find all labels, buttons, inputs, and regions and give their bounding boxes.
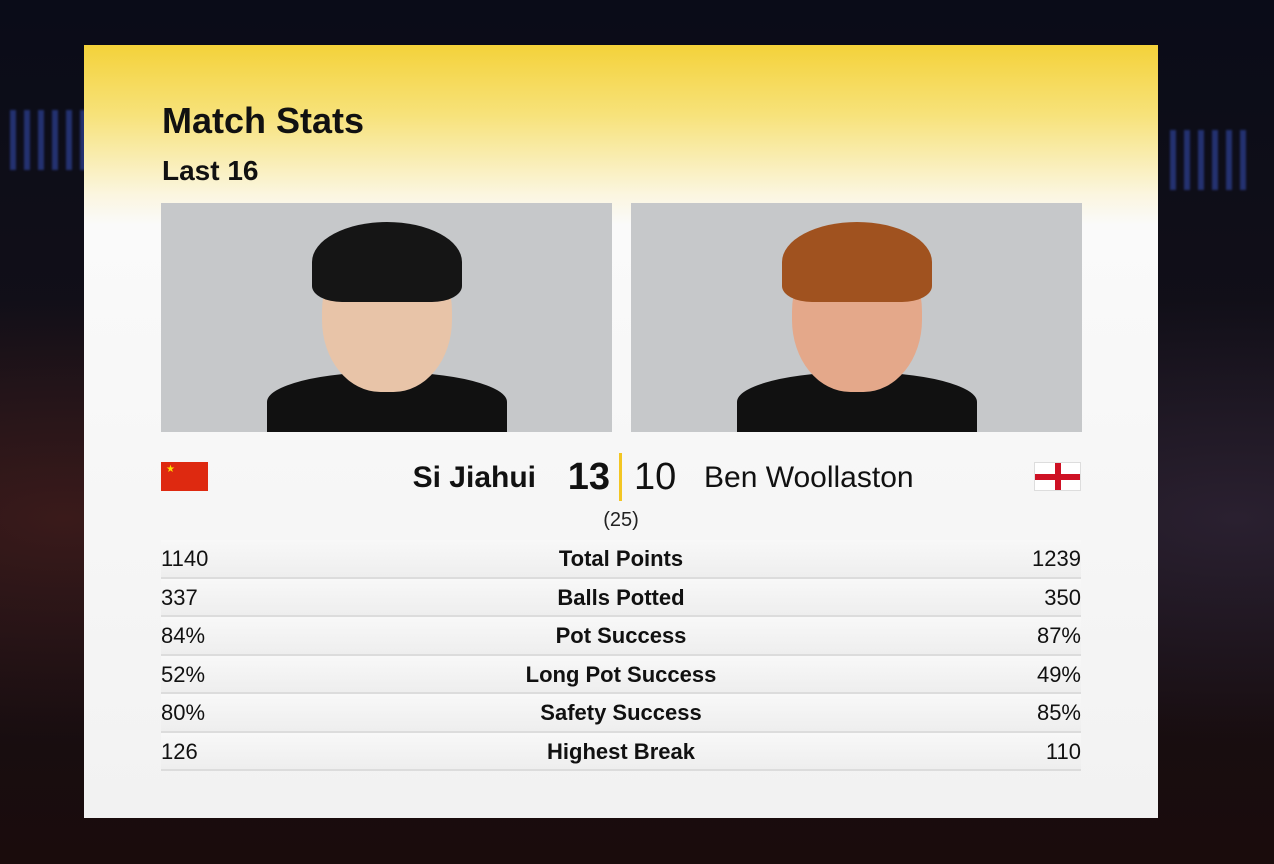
stat-row: 337 Balls Potted 350 bbox=[161, 578, 1081, 617]
china-flag-icon: ★ bbox=[161, 462, 208, 491]
stats-table: 1140 Total Points 1239 337 Balls Potted 350 … bbox=[161, 540, 1081, 771]
stat-row: 126 Highest Break 110 bbox=[161, 732, 1081, 771]
player-1-value: 1140 bbox=[161, 546, 209, 571]
player-2-value: 350 bbox=[1044, 584, 1081, 610]
stat-row: 80% Safety Success 85% bbox=[161, 694, 1081, 733]
scoreline: Si Jiahui 13 10 Ben Woollaston bbox=[84, 453, 1158, 503]
player-2-value: 1239 bbox=[1032, 546, 1081, 571]
player-1-value: 52% bbox=[161, 661, 206, 687]
round-label: Last 16 bbox=[162, 155, 259, 186]
page-title: Match Stats bbox=[162, 100, 365, 141]
player-1-value: 337 bbox=[161, 584, 198, 610]
player-1-value: 84% bbox=[161, 623, 206, 648]
stat-label: Long Pot Success bbox=[525, 661, 717, 687]
player-1-value: 80% bbox=[161, 700, 206, 725]
stat-row: 52% Long Pot Success 49% bbox=[161, 655, 1081, 694]
player-1-score: 13 bbox=[567, 456, 610, 498]
player-2-value: 49% bbox=[1036, 661, 1081, 687]
stat-row: 1140 Total Points 1239 bbox=[161, 540, 1081, 579]
stat-row: 84% Pot Success 87% bbox=[161, 617, 1081, 656]
stat-label: Total Points bbox=[558, 546, 684, 571]
player-2-name: Ben Woollaston bbox=[704, 461, 914, 494]
player-2-value: 87% bbox=[1036, 623, 1081, 648]
player-2-value: 110 bbox=[1045, 738, 1081, 764]
arena-lights bbox=[10, 110, 90, 170]
stat-label: Safety Success bbox=[540, 700, 702, 725]
arena-lights bbox=[1170, 130, 1250, 190]
england-flag-icon bbox=[1034, 462, 1081, 491]
player-1-value: 126 bbox=[161, 738, 198, 764]
best-of-frames: (25) bbox=[603, 509, 639, 531]
player-2-value: 85% bbox=[1036, 700, 1081, 725]
stat-label: Balls Potted bbox=[557, 584, 685, 610]
player-1-photo bbox=[161, 203, 612, 432]
match-stats-panel: Match Stats Last 16 ★ Si Jiahui 13 10 Be… bbox=[84, 45, 1158, 818]
stat-label: Highest Break bbox=[547, 738, 695, 764]
player-2-photo bbox=[631, 203, 1082, 432]
stat-label: Pot Success bbox=[555, 623, 687, 648]
player-1-name: Si Jiahui bbox=[412, 461, 536, 494]
player-2-score: 10 bbox=[634, 456, 677, 498]
score-divider bbox=[619, 453, 622, 501]
